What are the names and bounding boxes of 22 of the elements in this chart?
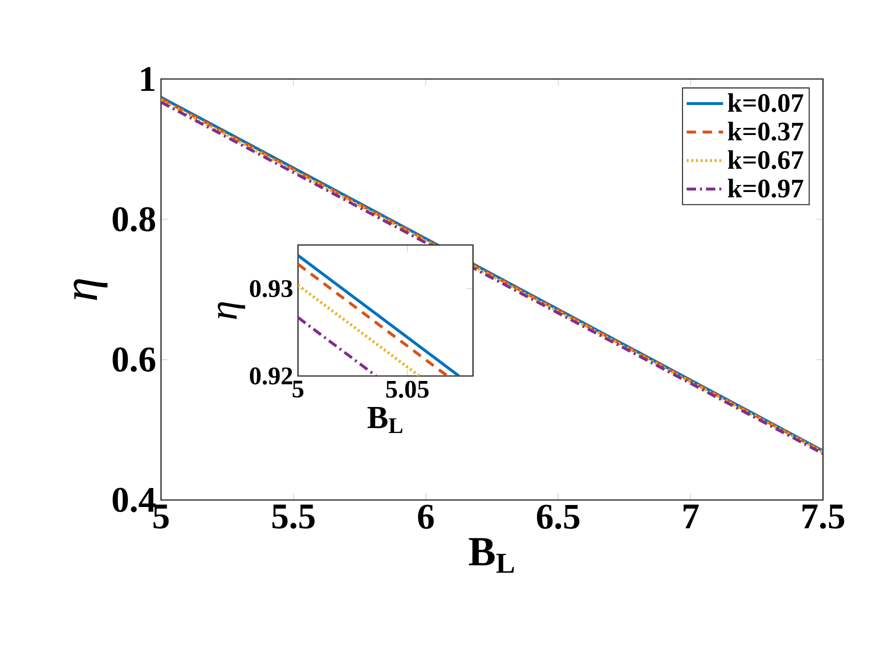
y-tick-label: 0.4 [112, 488, 156, 512]
y-tick-label: 0.6 [112, 347, 156, 372]
x-axis-title: B$_{L}$ [368, 407, 402, 433]
y-axis-title: η [74, 279, 108, 300]
x-tick-label: 6 [418, 504, 434, 529]
y-tick-label: 1 [141, 67, 154, 91]
y-tick-label: 0.92 [250, 367, 292, 385]
legend-label: k=0.07 [728, 93, 804, 112]
legend-label: k=0.37 [728, 122, 804, 141]
legend-label: k=0.67 [728, 150, 804, 170]
x-tick-label: 5.05 [386, 380, 429, 398]
x-tick-label: 5.5 [272, 504, 315, 529]
y-tick-label: 0.93 [250, 280, 292, 298]
x-tick-label: 6.5 [536, 504, 580, 530]
x-tick-label: 5 [153, 504, 169, 529]
y-axis-title: η [218, 302, 246, 319]
x-tick-label: 7 [684, 504, 699, 528]
legend-label: k=0.97 [728, 178, 804, 198]
x-tick-label: 5 [292, 380, 304, 398]
y-tick-label: 0.8 [112, 207, 156, 232]
x-axis-title: B$_{L}$ [468, 538, 514, 573]
x-tick-label: 7.5 [802, 504, 844, 529]
